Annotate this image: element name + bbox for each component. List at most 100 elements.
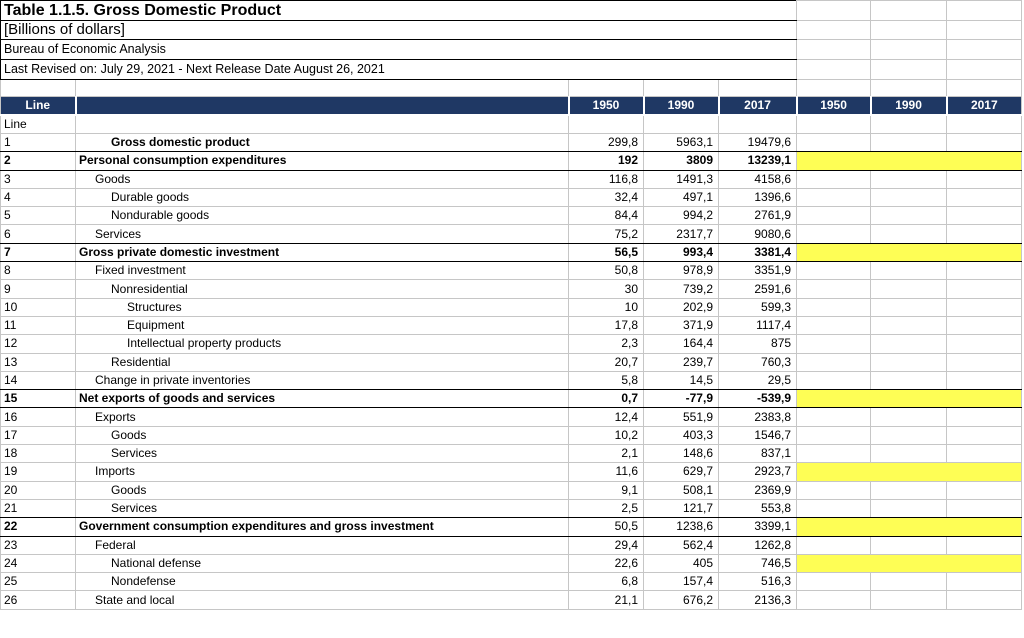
value-2017-cell[interactable]: 2383,8 <box>718 407 798 427</box>
value-1950-cell[interactable]: 17,8 <box>568 316 644 336</box>
empty-year-cell[interactable] <box>870 224 948 244</box>
line-number-cell[interactable]: 19 <box>0 462 76 482</box>
empty-cell[interactable] <box>946 59 1023 80</box>
empty-year-cell[interactable] <box>946 444 1023 464</box>
empty-year-cell[interactable] <box>870 298 948 317</box>
line-number-cell[interactable]: 6 <box>0 224 76 244</box>
highlight-stripe[interactable] <box>796 151 1023 171</box>
line-number-cell[interactable]: 13 <box>0 353 76 372</box>
empty-year-cell[interactable] <box>946 481 1023 500</box>
column-header-1990-right[interactable]: 1990 <box>870 96 948 116</box>
empty-cell[interactable] <box>568 115 644 134</box>
line-number-cell[interactable]: 22 <box>0 517 76 537</box>
empty-cell[interactable] <box>870 79 948 97</box>
empty-year-cell[interactable] <box>796 590 872 610</box>
value-2017-cell[interactable]: 837,1 <box>718 444 798 464</box>
value-2017-cell[interactable]: 875 <box>718 334 798 354</box>
value-2017-cell[interactable]: 13239,1 <box>718 151 798 171</box>
empty-year-cell[interactable] <box>870 536 948 555</box>
description-cell[interactable]: Goods <box>75 481 569 500</box>
empty-year-cell[interactable] <box>796 170 872 189</box>
line-number-cell[interactable]: 4 <box>0 188 76 208</box>
empty-year-cell[interactable] <box>796 499 872 519</box>
highlight-stripe[interactable] <box>796 389 1023 409</box>
description-cell[interactable]: Services <box>75 224 569 244</box>
empty-cell[interactable] <box>946 20 1023 40</box>
line-number-cell[interactable]: 24 <box>0 554 76 574</box>
value-2017-cell[interactable]: 1396,6 <box>718 188 798 208</box>
empty-cell[interactable] <box>796 0 872 21</box>
value-1990-cell[interactable]: 629,7 <box>643 462 719 482</box>
empty-year-cell[interactable] <box>870 206 948 226</box>
empty-cell[interactable] <box>796 20 872 40</box>
empty-year-cell[interactable] <box>870 279 948 299</box>
description-cell[interactable]: State and local <box>75 590 569 610</box>
empty-year-cell[interactable] <box>796 334 872 354</box>
empty-cell[interactable] <box>946 39 1023 60</box>
description-cell[interactable]: Change in private inventories <box>75 371 569 391</box>
value-1990-cell[interactable]: 403,3 <box>643 426 719 446</box>
empty-cell[interactable] <box>0 79 76 97</box>
empty-year-cell[interactable] <box>796 407 872 427</box>
column-header-1950-left[interactable]: 1950 <box>568 96 645 116</box>
empty-year-cell[interactable] <box>946 206 1023 226</box>
value-1990-cell[interactable]: 371,9 <box>643 316 719 336</box>
line-number-cell[interactable]: 9 <box>0 279 76 299</box>
empty-year-cell[interactable] <box>796 572 872 592</box>
value-1990-cell[interactable]: 1238,6 <box>643 517 719 537</box>
empty-year-cell[interactable] <box>870 590 948 610</box>
empty-year-cell[interactable] <box>870 261 948 281</box>
empty-year-cell[interactable] <box>946 353 1023 372</box>
empty-year-cell[interactable] <box>796 224 872 244</box>
value-2017-cell[interactable]: 2923,7 <box>718 462 798 482</box>
description-cell[interactable]: Fixed investment <box>75 261 569 281</box>
value-1990-cell[interactable]: 202,9 <box>643 298 719 317</box>
table-title[interactable]: Table 1.1.5. Gross Domestic Product <box>0 0 798 21</box>
line-number-cell[interactable]: 23 <box>0 536 76 555</box>
value-1990-cell[interactable]: 1491,3 <box>643 170 719 189</box>
empty-cell[interactable] <box>870 39 948 60</box>
description-cell[interactable]: Residential <box>75 353 569 372</box>
highlight-stripe[interactable] <box>796 243 1023 263</box>
empty-cell[interactable] <box>643 115 719 134</box>
source-label[interactable]: Bureau of Economic Analysis <box>0 39 798 60</box>
empty-cell[interactable] <box>870 115 948 134</box>
empty-year-cell[interactable] <box>946 426 1023 446</box>
empty-year-cell[interactable] <box>946 407 1023 427</box>
line-number-cell[interactable]: 16 <box>0 407 76 427</box>
value-2017-cell[interactable]: 553,8 <box>718 499 798 519</box>
value-1990-cell[interactable]: 994,2 <box>643 206 719 226</box>
highlight-stripe[interactable] <box>796 462 1023 482</box>
value-2017-cell[interactable]: -539,9 <box>718 389 798 409</box>
description-cell[interactable]: Gross domestic product <box>75 133 569 153</box>
line-number-cell[interactable]: 25 <box>0 572 76 592</box>
value-2017-cell[interactable]: 599,3 <box>718 298 798 317</box>
column-header-1990-left[interactable]: 1990 <box>643 96 720 116</box>
empty-year-cell[interactable] <box>870 444 948 464</box>
column-header-description[interactable] <box>75 96 570 116</box>
empty-cell[interactable] <box>796 115 872 134</box>
empty-cell[interactable] <box>946 115 1023 134</box>
empty-cell[interactable] <box>643 79 719 97</box>
empty-year-cell[interactable] <box>946 572 1023 592</box>
line-number-cell[interactable]: 15 <box>0 389 76 409</box>
empty-cell[interactable] <box>796 39 872 60</box>
empty-year-cell[interactable] <box>870 133 948 153</box>
empty-year-cell[interactable] <box>796 316 872 336</box>
value-2017-cell[interactable]: 2369,9 <box>718 481 798 500</box>
value-1950-cell[interactable]: 10 <box>568 298 644 317</box>
empty-year-cell[interactable] <box>946 133 1023 153</box>
empty-year-cell[interactable] <box>796 481 872 500</box>
empty-year-cell[interactable] <box>796 188 872 208</box>
description-cell[interactable]: Durable goods <box>75 188 569 208</box>
value-1990-cell[interactable]: 562,4 <box>643 536 719 555</box>
value-1990-cell[interactable]: 676,2 <box>643 590 719 610</box>
empty-year-cell[interactable] <box>870 188 948 208</box>
value-1950-cell[interactable]: 10,2 <box>568 426 644 446</box>
value-1990-cell[interactable]: 2317,7 <box>643 224 719 244</box>
value-1990-cell[interactable]: 978,9 <box>643 261 719 281</box>
empty-year-cell[interactable] <box>796 444 872 464</box>
value-2017-cell[interactable]: 1546,7 <box>718 426 798 446</box>
value-1990-cell[interactable]: 739,2 <box>643 279 719 299</box>
description-cell[interactable]: Equipment <box>75 316 569 336</box>
